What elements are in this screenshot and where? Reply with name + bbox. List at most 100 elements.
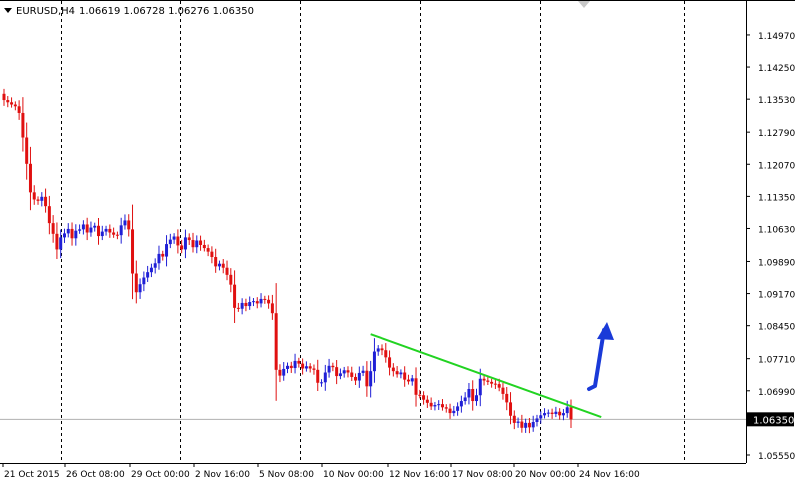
bear-candle <box>108 228 112 233</box>
bear-candle <box>47 206 51 224</box>
bear-candle <box>51 223 55 234</box>
bull-candle <box>452 410 456 414</box>
arrow-shaft <box>587 328 606 391</box>
bull-candle <box>104 228 108 232</box>
bull-candle <box>361 370 365 373</box>
bull-candle <box>195 240 199 248</box>
bear-candle <box>70 228 74 239</box>
bear-candle <box>558 411 562 416</box>
bull-candle <box>554 411 558 414</box>
bear-candle <box>180 245 184 250</box>
scroll-shift-marker[interactable] <box>578 1 590 8</box>
time-axis[interactable]: 21 Oct 2015 26 Oct 08:00 29 Oct 00:00 2 Nov… <box>2 463 640 480</box>
bear-candle <box>44 196 48 207</box>
bear-candle <box>55 233 59 250</box>
arrow-head <box>597 322 614 340</box>
bull-candle <box>100 231 104 237</box>
bear-candle <box>112 232 116 235</box>
price-tick-label: 1.08450 <box>758 323 795 333</box>
bear-candle <box>429 402 433 407</box>
current-price-label: 1.06350 <box>753 415 794 426</box>
bull-candle <box>248 302 252 307</box>
bull-candle <box>62 233 66 238</box>
bull-candle <box>240 302 244 309</box>
bull-candle <box>516 421 520 423</box>
price-axis[interactable]: 1.14970 1.14250 1.13530 1.12790 1.12070 1.113… <box>746 32 795 462</box>
bull-candle <box>165 244 169 257</box>
bear-candle <box>346 370 350 373</box>
bear-candle <box>501 387 505 394</box>
bear-candle <box>482 378 486 381</box>
price-tick-label: 1.12790 <box>758 129 795 139</box>
bull-candle <box>259 298 263 304</box>
price-tick-label: 1.14250 <box>758 64 795 74</box>
bear-candle <box>301 363 305 369</box>
bull-candle <box>357 372 361 381</box>
bear-candle <box>210 251 214 258</box>
bull-candle <box>323 372 327 383</box>
bear-candle <box>115 234 119 236</box>
price-tick-label: 1.11350 <box>758 193 795 203</box>
bear-candle <box>486 380 490 382</box>
time-tick-label: 26 Oct 08:00 <box>66 470 125 480</box>
bear-candle <box>6 100 10 103</box>
bear-candle <box>471 389 475 402</box>
bear-candle <box>490 381 494 384</box>
bear-candle <box>422 395 426 400</box>
bull-candle <box>437 404 441 406</box>
bull-candle <box>81 224 85 230</box>
bear-candle <box>202 244 206 249</box>
bull-candle <box>93 225 97 228</box>
bear-candle <box>134 273 138 293</box>
trendline[interactable] <box>370 333 602 419</box>
bull-candle <box>89 227 93 233</box>
bear-candle <box>28 163 32 193</box>
bull-candle <box>142 277 146 285</box>
symbol-label: EURUSD,H4 <box>16 6 75 17</box>
bear-candle <box>225 267 229 275</box>
bear-candle <box>527 422 531 428</box>
bear-candle <box>308 366 312 369</box>
bull-candle <box>535 418 539 423</box>
chart-menu-dropdown-icon[interactable] <box>4 8 12 13</box>
bear-candle <box>497 384 501 388</box>
bull-candle <box>320 382 324 384</box>
bull-candle <box>146 272 150 278</box>
bull-candle <box>293 360 297 369</box>
bull-candle <box>410 378 414 382</box>
bear-candle <box>191 240 195 248</box>
bull-candle <box>467 389 471 398</box>
bear-candle <box>32 192 36 200</box>
bull-candle <box>282 368 286 376</box>
price-tick-label: 1.13530 <box>758 96 795 106</box>
bull-candle <box>463 397 467 402</box>
price-tick-label: 1.06990 <box>758 388 795 398</box>
bull-candle <box>342 370 346 374</box>
bear-candle <box>425 399 429 403</box>
bull-candle <box>546 412 550 414</box>
bear-candle <box>395 371 399 375</box>
bear-candle <box>127 220 131 230</box>
bull-candle <box>138 284 142 293</box>
bull-candle <box>456 406 460 411</box>
bear-candle <box>206 248 210 252</box>
up-arrow-annotation[interactable] <box>587 322 614 391</box>
bear-candle <box>270 303 274 314</box>
bull-candle <box>338 373 342 377</box>
bear-candle <box>274 313 278 370</box>
bull-candle <box>123 220 127 226</box>
bear-candle <box>493 383 497 385</box>
price-tick-label: 1.10630 <box>758 225 795 235</box>
bear-candle <box>236 307 240 309</box>
bear-candle <box>244 302 248 307</box>
bull-candle <box>74 230 78 239</box>
bull-candle <box>327 365 331 373</box>
time-tick-label: 21 Oct 2015 <box>4 470 60 480</box>
bull-candle <box>183 237 187 250</box>
bull-candle <box>475 395 478 402</box>
bear-candle <box>391 367 395 372</box>
bear-candle <box>418 394 422 396</box>
bear-candle <box>414 378 418 395</box>
